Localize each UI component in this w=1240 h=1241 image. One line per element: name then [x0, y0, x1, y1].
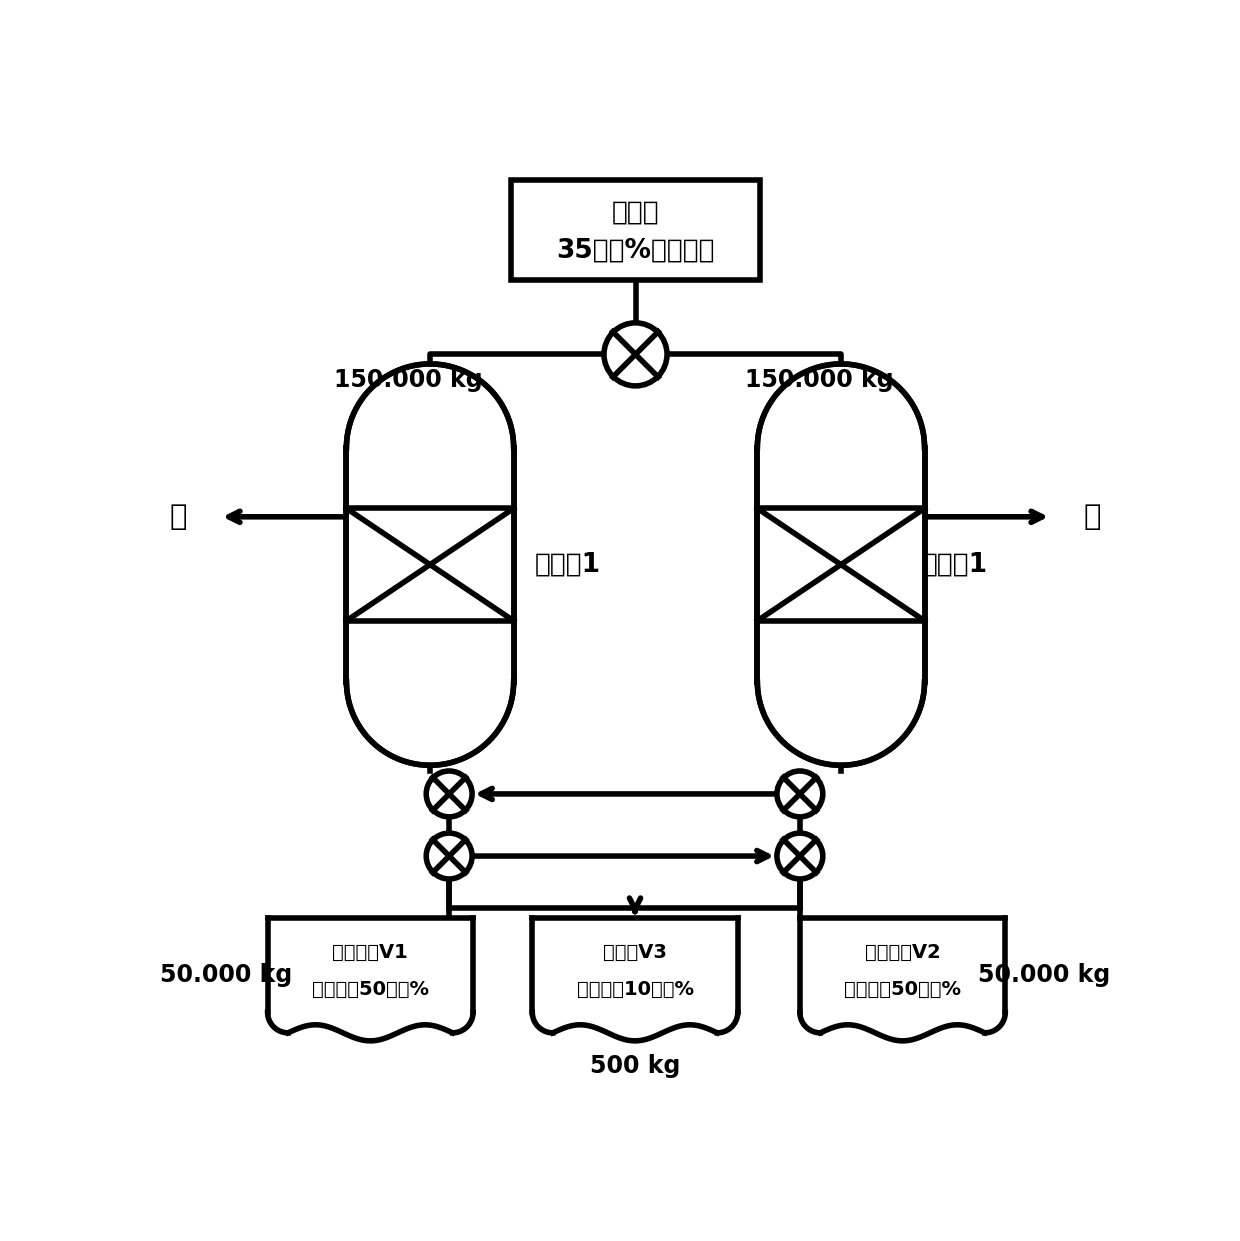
- Text: 混合相V3: 混合相V3: [603, 943, 667, 962]
- Bar: [800, 918, 1006, 1033]
- Text: 50.000 kg: 50.000 kg: [978, 963, 1111, 988]
- Text: 反应器1: 反应器1: [536, 551, 601, 577]
- FancyBboxPatch shape: [511, 180, 760, 280]
- Bar: [532, 918, 738, 1033]
- Text: 堆垛容器V2: 堆垛容器V2: [864, 943, 940, 962]
- Polygon shape: [346, 364, 513, 766]
- Text: 反应器1: 反应器1: [923, 551, 988, 577]
- Circle shape: [777, 771, 823, 817]
- Text: 50.000 kg: 50.000 kg: [160, 963, 293, 988]
- Circle shape: [777, 833, 823, 879]
- Text: 堆垛容器V1: 堆垛容器V1: [332, 943, 408, 962]
- Text: 干物质量10重量%: 干物质量10重量%: [577, 979, 693, 999]
- Text: 水: 水: [170, 503, 187, 531]
- Circle shape: [427, 833, 472, 879]
- Text: 35重量%干物质量: 35重量%干物质量: [557, 237, 714, 263]
- Polygon shape: [758, 364, 925, 766]
- Text: 干物质量50重量%: 干物质量50重量%: [311, 979, 429, 999]
- Bar: [268, 918, 472, 1033]
- Circle shape: [604, 323, 667, 386]
- Circle shape: [427, 771, 472, 817]
- Text: 500 kg: 500 kg: [590, 1055, 681, 1078]
- Text: 脱脂乳: 脱脂乳: [611, 199, 660, 225]
- Text: 150.000 kg: 150.000 kg: [745, 369, 894, 392]
- Text: 150.000 kg: 150.000 kg: [335, 369, 484, 392]
- Text: 水: 水: [1084, 503, 1101, 531]
- Text: 干物质量50重量%: 干物质量50重量%: [844, 979, 961, 999]
